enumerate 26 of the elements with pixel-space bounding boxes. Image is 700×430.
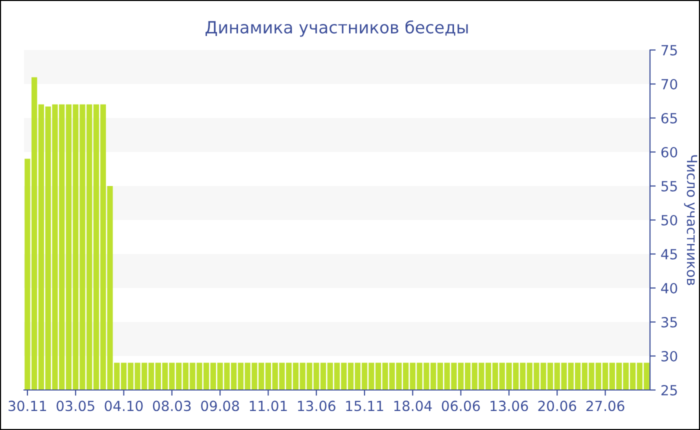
x-tick-label: 27.06 — [586, 400, 624, 412]
y-tick-label: 35 — [661, 316, 677, 328]
x-tick-label: 15.11 — [346, 400, 384, 412]
y-tick-label: 30 — [661, 350, 678, 362]
x-tick-label: 13.06 — [490, 400, 528, 412]
x-tick-label: 13.06 — [298, 400, 336, 412]
x-tick-label: 04.10 — [104, 400, 143, 412]
y-tick-label: 50 — [661, 214, 678, 226]
x-tick-label: 09.08 — [201, 400, 239, 412]
y-tick-label: 40 — [661, 282, 678, 294]
x-tick-label: 20.06 — [538, 400, 576, 412]
y-axis-title: Число участников — [684, 155, 698, 286]
x-tick-label: 03.05 — [56, 400, 94, 412]
x-tick-label: 30.11 — [8, 400, 46, 412]
y-tick-label: 75 — [662, 45, 677, 56]
x-tick-label: 11.01 — [250, 400, 287, 412]
x-tick-label: 18.04 — [394, 400, 432, 412]
y-tick-label: 45 — [661, 249, 677, 260]
x-tick-label: 06.06 — [442, 400, 480, 412]
chart-title: Динамика участников беседы — [206, 20, 468, 37]
y-tick-label: 60 — [661, 146, 678, 158]
y-tick-label: 70 — [662, 78, 678, 90]
x-tick-label: 08.03 — [152, 400, 191, 412]
y-tick-label: 55 — [661, 181, 677, 192]
y-tick-label: 25 — [661, 384, 677, 396]
y-tick-label: 65 — [661, 112, 677, 124]
